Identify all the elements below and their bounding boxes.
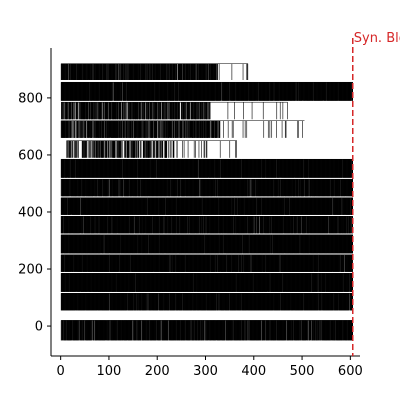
raster-band <box>60 197 354 215</box>
raster-band <box>66 140 237 158</box>
raster-band <box>60 178 354 197</box>
raster-bands <box>60 63 354 341</box>
raster-band <box>60 63 249 80</box>
raster-band <box>61 101 288 120</box>
raster-band <box>60 158 354 178</box>
raster-band <box>60 81 354 101</box>
raster-band <box>60 120 305 138</box>
